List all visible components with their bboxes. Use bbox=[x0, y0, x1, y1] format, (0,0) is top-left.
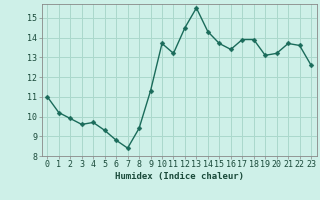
X-axis label: Humidex (Indice chaleur): Humidex (Indice chaleur) bbox=[115, 172, 244, 181]
